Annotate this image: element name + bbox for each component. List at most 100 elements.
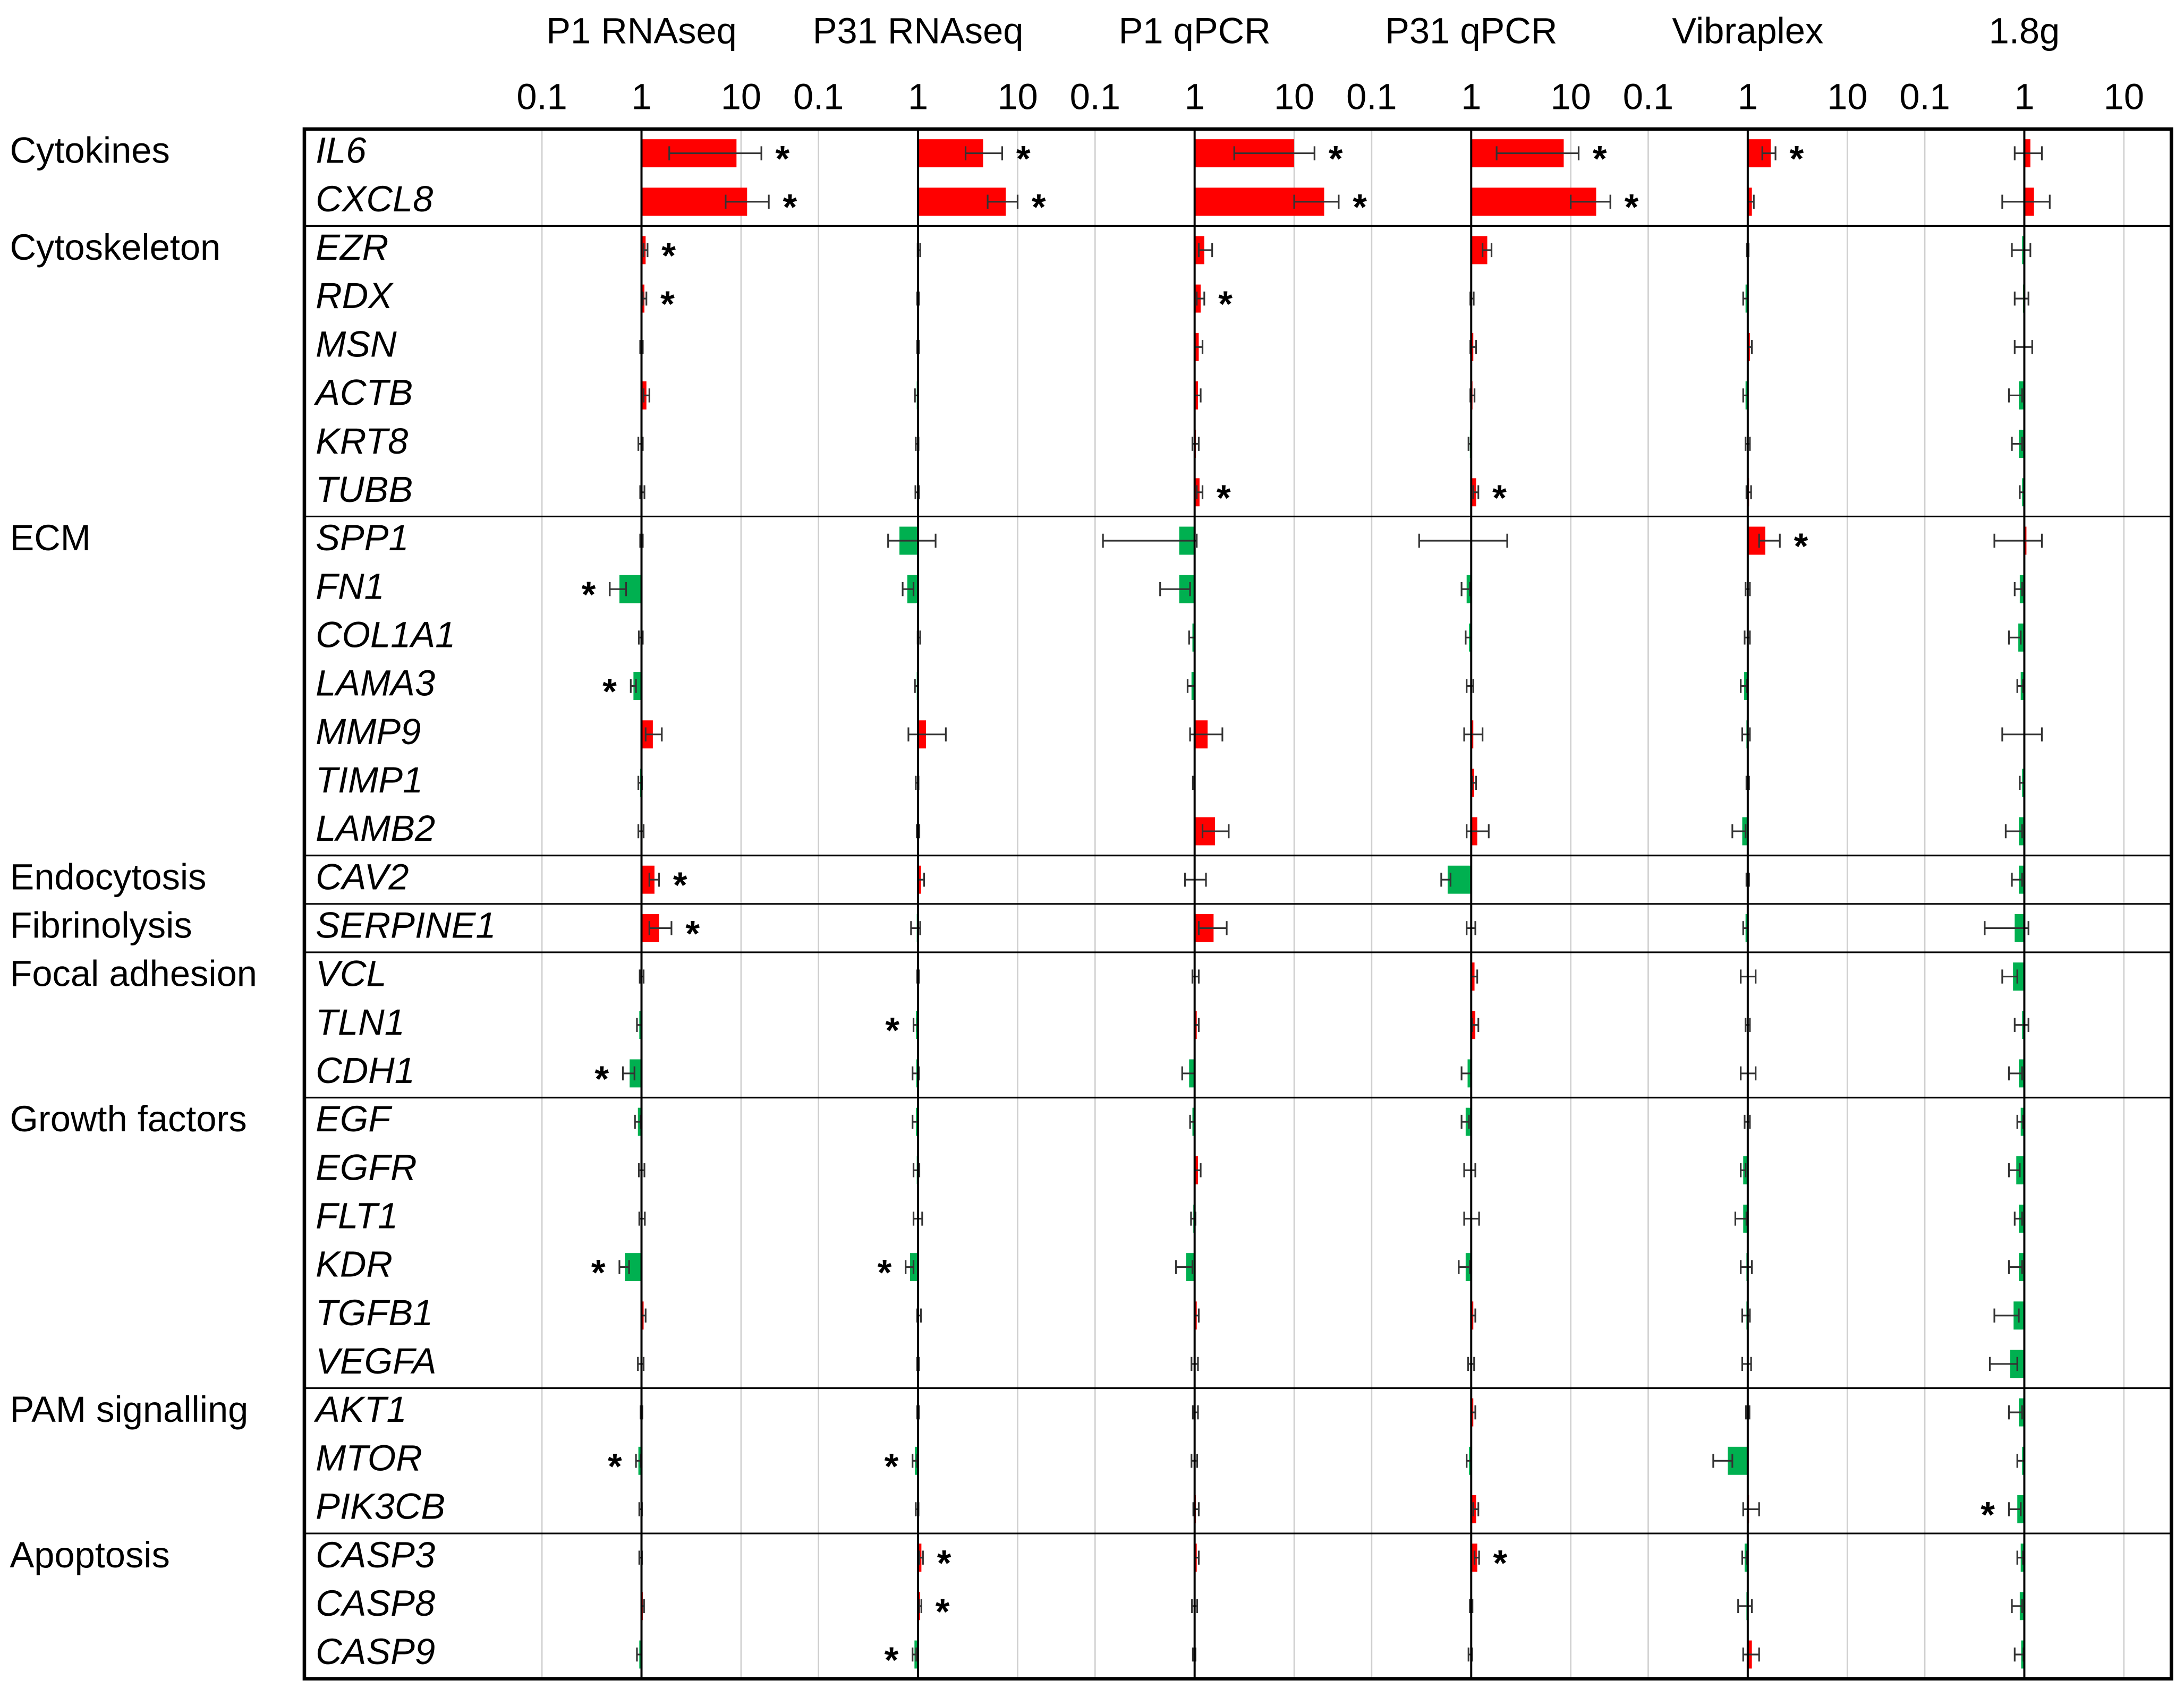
error-bar xyxy=(2013,1018,2029,1032)
gene-label: EZR xyxy=(316,227,388,268)
gene-label: CXCL8 xyxy=(316,178,433,219)
error-bar xyxy=(1466,824,1490,839)
error-bar xyxy=(907,727,947,741)
error-bar xyxy=(2016,679,2024,693)
error-bar xyxy=(644,727,663,741)
error-bar xyxy=(1712,1454,1733,1468)
error-bar xyxy=(1418,533,1508,548)
group-label: PAM signalling xyxy=(10,1389,248,1430)
error-bar xyxy=(1159,582,1191,596)
error-bar xyxy=(1460,1114,1470,1129)
error-bar xyxy=(2008,388,2023,403)
gene-label: CASP3 xyxy=(316,1534,435,1575)
gene-label: CAV2 xyxy=(316,856,409,897)
error-bar xyxy=(725,194,770,209)
significance-star: * xyxy=(783,187,797,228)
significance-star: * xyxy=(1789,139,1804,180)
error-bar xyxy=(918,1550,924,1565)
gene-label: ACTB xyxy=(313,372,413,413)
error-bar xyxy=(905,1260,915,1274)
error-bar xyxy=(2008,630,2022,645)
error-bar xyxy=(1196,485,1204,500)
significance-star: * xyxy=(608,1446,622,1487)
x-tick-label: 10 xyxy=(1550,76,1591,117)
error-bar xyxy=(648,873,660,887)
panel-title: P31 qPCR xyxy=(1385,11,1557,52)
error-bar xyxy=(1472,1502,1480,1516)
error-bar xyxy=(2011,437,2023,451)
error-bar xyxy=(1734,1212,1747,1226)
bar xyxy=(2013,962,2025,991)
significance-star: * xyxy=(685,913,700,954)
significance-star: * xyxy=(1016,139,1031,180)
gene-label: TIMP1 xyxy=(316,760,423,800)
x-tick-label: 10 xyxy=(2104,76,2144,117)
error-bar xyxy=(1984,921,2029,935)
error-bar xyxy=(1466,679,1474,693)
error-bar xyxy=(1731,824,1747,839)
significance-star: * xyxy=(1353,187,1367,228)
significance-star: * xyxy=(776,139,790,180)
x-tick-label: 10 xyxy=(997,76,1038,117)
panel-title: Vibraplex xyxy=(1672,11,1823,52)
x-tick-label: 1 xyxy=(1185,76,1205,117)
gene-label: CASP9 xyxy=(316,1631,435,1672)
error-bar xyxy=(964,146,1004,160)
significance-star: * xyxy=(661,235,676,276)
error-bar xyxy=(1742,1647,1760,1662)
error-bar xyxy=(1458,1260,1471,1274)
error-bar xyxy=(1197,921,1228,935)
error-bar xyxy=(1993,1308,2020,1323)
significance-star: * xyxy=(1625,187,1639,228)
error-bar xyxy=(1993,533,2043,548)
significance-star: * xyxy=(936,1591,950,1632)
error-bar xyxy=(642,291,648,306)
gene-label: VCL xyxy=(316,953,387,994)
group-label: Fibrinolysis xyxy=(10,905,192,946)
significance-star: * xyxy=(1593,139,1607,180)
error-bar xyxy=(2013,146,2043,160)
error-bar xyxy=(1482,243,1493,258)
gene-label: RDX xyxy=(316,275,394,316)
error-bar xyxy=(622,1066,635,1081)
error-bar xyxy=(1988,1357,2018,1371)
error-bar xyxy=(1742,1502,1760,1516)
significance-star: * xyxy=(1981,1494,1995,1535)
error-bar xyxy=(642,243,649,258)
significance-star: * xyxy=(591,1252,606,1293)
error-bar xyxy=(2001,194,2051,209)
x-tick-label: 10 xyxy=(1827,76,1867,117)
error-bar xyxy=(1233,146,1315,160)
gene-label: EGFR xyxy=(316,1147,417,1188)
error-bar xyxy=(2004,824,2023,839)
x-tick-label: 0.1 xyxy=(1346,76,1397,117)
error-bar xyxy=(1197,243,1213,258)
panel-title: P1 qPCR xyxy=(1119,11,1271,52)
significance-star: * xyxy=(1329,139,1343,180)
significance-star: * xyxy=(1493,1543,1508,1584)
error-bar xyxy=(912,1454,919,1468)
group-label: Cytoskeleton xyxy=(10,227,220,268)
gene-label: COL1A1 xyxy=(316,614,455,655)
error-bar xyxy=(2008,1163,2021,1178)
gene-label: CDH1 xyxy=(316,1050,415,1091)
x-tick-label: 0.1 xyxy=(1899,76,1950,117)
error-bar xyxy=(2001,727,2043,741)
gene-label: TLN1 xyxy=(316,1002,405,1043)
significance-star: * xyxy=(1217,477,1231,518)
error-bar xyxy=(648,921,673,935)
error-bar xyxy=(1175,1260,1194,1274)
error-bar xyxy=(1570,194,1611,209)
error-bar xyxy=(1460,582,1471,596)
error-bar xyxy=(1495,146,1580,160)
gene-label: MSN xyxy=(316,323,397,364)
error-bar xyxy=(642,388,650,403)
error-bar xyxy=(1102,533,1198,548)
error-bar xyxy=(2011,243,2032,258)
group-label: Growth factors xyxy=(10,1098,247,1139)
gene-label: MTOR xyxy=(316,1437,422,1478)
error-bar xyxy=(668,146,762,160)
error-bar xyxy=(2001,969,2018,984)
panel-title: P1 RNAseq xyxy=(546,11,737,52)
